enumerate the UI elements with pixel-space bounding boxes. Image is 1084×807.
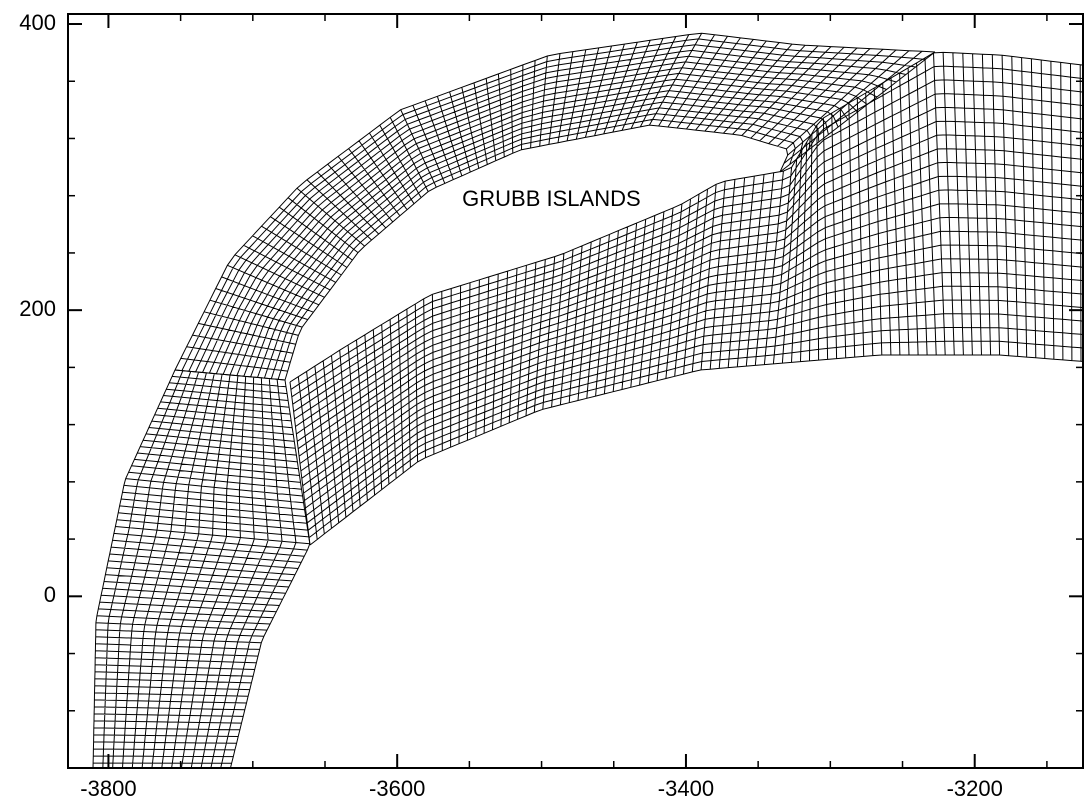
y-tick-label: 200 <box>19 296 56 321</box>
annotation: GRUBB ISLANDS <box>462 186 641 211</box>
mesh-patch <box>93 370 310 770</box>
x-tick-label: -3600 <box>369 776 425 801</box>
y-tick-label: 400 <box>19 10 56 35</box>
chart: -3800 -3600 -3400 -3200 0 200 400 GRUBB ISLANDS <box>0 0 1084 807</box>
mesh <box>93 33 1084 770</box>
x-tick-label: -3400 <box>658 776 714 801</box>
y-tick-label: 0 <box>44 582 56 607</box>
x-tick-label: -3200 <box>947 776 1003 801</box>
x-tick-label: -3800 <box>80 776 136 801</box>
mesh-patch <box>290 52 1084 545</box>
